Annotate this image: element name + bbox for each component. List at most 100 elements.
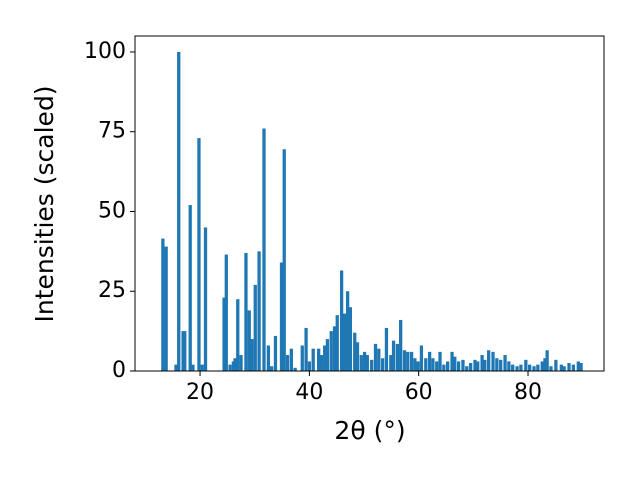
bar: [188, 205, 192, 371]
bar: [253, 284, 257, 371]
bar: [323, 345, 327, 371]
bar: [499, 359, 503, 371]
bar: [325, 339, 330, 371]
bar: [549, 366, 553, 371]
bar: [203, 227, 208, 371]
bar: [329, 331, 333, 371]
bar: [456, 361, 461, 371]
bar: [247, 310, 251, 371]
x-axis-label: 2θ (°): [334, 416, 405, 445]
bar: [224, 254, 228, 371]
bar: [579, 363, 583, 371]
bar: [431, 358, 435, 371]
bar: [450, 351, 454, 371]
x-tick-label: 20: [186, 380, 214, 405]
bar: [335, 315, 339, 371]
bar: [424, 358, 428, 371]
bar: [559, 364, 564, 371]
bar: [532, 366, 536, 371]
bar: [332, 326, 337, 371]
bar: [339, 270, 344, 371]
bar: [491, 351, 495, 371]
bar: [285, 355, 290, 371]
bar: [468, 363, 473, 371]
bar: [446, 361, 450, 371]
y-tick-label: 75: [98, 119, 126, 144]
bar: [273, 335, 278, 371]
bar: [200, 364, 204, 371]
bar: [487, 350, 491, 371]
bar: [476, 361, 480, 371]
bar: [183, 331, 187, 371]
bar: [402, 350, 407, 371]
bar: [453, 356, 457, 371]
bar: [395, 343, 400, 371]
bar: [250, 339, 254, 371]
bar: [365, 355, 369, 371]
x-tick-label: 40: [295, 380, 323, 405]
bar: [399, 319, 403, 371]
bar: [345, 291, 350, 371]
bar: [228, 364, 232, 371]
bar: [503, 355, 507, 371]
bar: [554, 359, 558, 371]
y-tick-label: 50: [98, 198, 126, 223]
x-tick-label: 60: [405, 380, 433, 405]
bar: [419, 345, 424, 371]
bar: [359, 355, 363, 371]
x-tick-label: 80: [514, 380, 542, 405]
bar: [236, 299, 240, 371]
bar: [317, 348, 321, 371]
bar: [348, 307, 353, 371]
bar: [536, 364, 540, 371]
bar: [270, 366, 274, 371]
bar: [438, 351, 442, 371]
y-tick-label: 25: [98, 278, 126, 303]
bar: [495, 358, 499, 371]
bar: [465, 366, 469, 371]
bar: [197, 138, 201, 371]
bar: [161, 238, 165, 371]
bar: [540, 361, 544, 371]
bar: [483, 359, 487, 371]
bar: [427, 351, 432, 371]
bar: [377, 348, 381, 371]
bar: [342, 313, 346, 371]
bar: [300, 345, 304, 371]
bar: [164, 246, 168, 371]
bar: [307, 361, 312, 371]
bar: [545, 350, 549, 371]
bar: [571, 364, 576, 371]
bar: [244, 252, 248, 371]
bar: [279, 262, 284, 371]
bar: [373, 343, 378, 371]
bar: [362, 351, 367, 371]
bar: [515, 366, 519, 371]
bar: [311, 348, 315, 371]
bar: [353, 332, 357, 371]
bar: [461, 359, 465, 371]
bar: [282, 149, 286, 371]
y-axis-label: Intensities (scaled): [30, 85, 59, 322]
bar: [567, 363, 571, 371]
bar: [239, 355, 243, 371]
bar: [191, 364, 195, 371]
bar: [413, 358, 417, 371]
plot-frame: [134, 35, 605, 372]
bar: [370, 359, 374, 371]
bar: [519, 364, 523, 371]
bar: [435, 361, 439, 371]
bar: [391, 340, 396, 371]
bar: [355, 342, 360, 371]
bar: [473, 359, 477, 371]
bar: [409, 351, 414, 371]
bar: [266, 345, 271, 371]
bar: [380, 358, 385, 371]
bar: [528, 364, 532, 371]
bar: [262, 128, 266, 371]
bar: [543, 358, 547, 371]
bar: [233, 358, 237, 371]
bar: [289, 348, 293, 371]
bar: [177, 51, 181, 371]
